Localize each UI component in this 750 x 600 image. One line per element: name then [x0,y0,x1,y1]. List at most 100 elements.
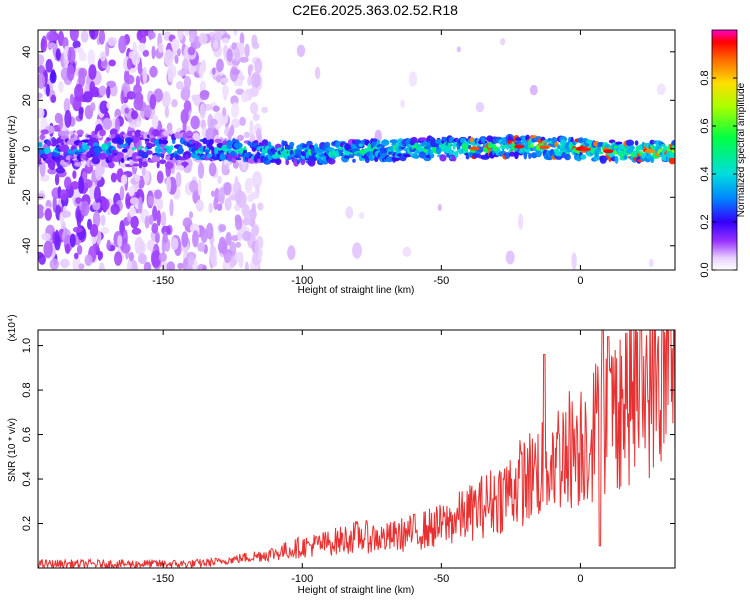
x-tick-label: -150 [152,573,174,585]
heatmap-cell [505,143,510,151]
heatmap-cell [177,69,187,77]
heatmap-cell [225,232,232,246]
heatmap-cell [108,161,115,169]
heatmap-cell [94,130,98,136]
heatmap-cell [358,212,365,219]
heatmap-cell [128,207,136,217]
heatmap-cell [106,102,111,109]
heatmap-cell [142,66,148,85]
heatmap-cell [147,143,156,148]
heatmap-cell [248,208,257,221]
heatmap-cell [202,264,207,270]
heatmap-cell [456,46,462,53]
spectrogram-xlabel: Height of straight line (km) [298,285,415,296]
heatmap-cell [189,223,200,234]
heatmap-cell [47,168,57,175]
heatmap-cell [645,149,655,154]
heatmap-cell [228,194,236,201]
heatmap-cell [157,148,164,153]
heatmap-cell [381,139,390,146]
heatmap-cell [154,189,162,200]
heatmap-cell [38,54,45,66]
heatmap-cell [38,193,46,200]
heatmap-cell [54,173,60,186]
heatmap-cell [99,100,109,114]
heatmap-cell [250,191,259,200]
heatmap-cell [241,92,249,103]
heatmap-cell [64,243,71,254]
heatmap-cell [118,35,127,54]
heatmap-cell [231,118,241,128]
heatmap-cell [59,189,68,201]
heatmap-cell [44,208,52,221]
chart-title: C2E6.2025.363.02.52.R18 [292,2,458,18]
heatmap-cell [174,54,179,64]
heatmap-cell [76,129,84,136]
heatmap-cell [177,262,184,270]
heatmap-cell [78,51,87,62]
heatmap-cell [211,254,216,266]
heatmap-cell [63,98,71,114]
heatmap-cell [648,258,654,268]
heatmap-cell [456,145,461,150]
heatmap-cell [221,37,230,44]
heatmap-cell [132,41,138,56]
heatmap-cell [69,130,74,136]
heatmap-cell [252,113,260,121]
heatmap-cell [67,46,76,64]
heatmap-cell [239,116,246,126]
heatmap-cell [514,144,525,149]
y-tick-label: 0.8 [21,382,33,397]
heatmap-cell [156,161,160,169]
heatmap-cell [120,243,131,254]
heatmap-cell [155,232,160,244]
heatmap-cell [134,174,141,182]
heatmap-cell [151,129,160,137]
heatmap-cell [197,179,202,197]
heatmap-cell [234,176,239,194]
heatmap-cell [206,222,214,240]
heatmap-cell [577,137,585,144]
heatmap-cell [623,155,628,160]
heatmap-cell [164,106,170,118]
colorbar-label: Normalized spectral amplitude [736,82,747,217]
heatmap-cell [141,161,148,168]
heatmap-cell [90,102,96,112]
heatmap-cell [84,254,93,266]
y-tick-label: 0.4 [21,471,33,486]
heatmap-cell [147,195,154,206]
heatmap-cell [122,229,128,247]
heatmap-cell [209,138,214,145]
heatmap-cell [189,180,198,193]
heatmap-cell [64,130,70,137]
heatmap-cell [161,91,171,108]
colorbar-tick-label: 0.0 [699,262,711,277]
heatmap-cell [234,251,243,263]
heatmap-cell [392,157,401,162]
heatmap-cell [38,73,46,89]
heatmap-cell [148,214,154,225]
heatmap-cell [114,117,120,133]
heatmap-cell [231,102,240,119]
heatmap-cell [254,58,263,74]
heatmap-cell [89,81,96,97]
heatmap-cell [197,242,206,252]
heatmap-cell [148,30,153,41]
heatmap-cell [100,226,110,235]
heatmap-cell [181,231,189,248]
heatmap-cell [47,42,57,49]
heatmap-cell [40,129,49,135]
heatmap-cell [108,59,116,67]
heatmap-cell [222,107,227,117]
heatmap-cell [124,107,129,114]
heatmap-cell [184,30,190,36]
heatmap-cell [249,86,259,97]
snr-axes: -150 -100 -50 0 0.2 0.4 0.6 0.8 1.0 [21,330,675,585]
heatmap-cell [80,200,90,217]
heatmap-cell [119,185,125,201]
heatmap-cell [271,148,276,155]
heatmap-cell [327,158,336,165]
heatmap-cell [74,83,84,102]
colorbar-tick-label: 0.6 [699,118,711,133]
heatmap-cell [219,236,226,246]
